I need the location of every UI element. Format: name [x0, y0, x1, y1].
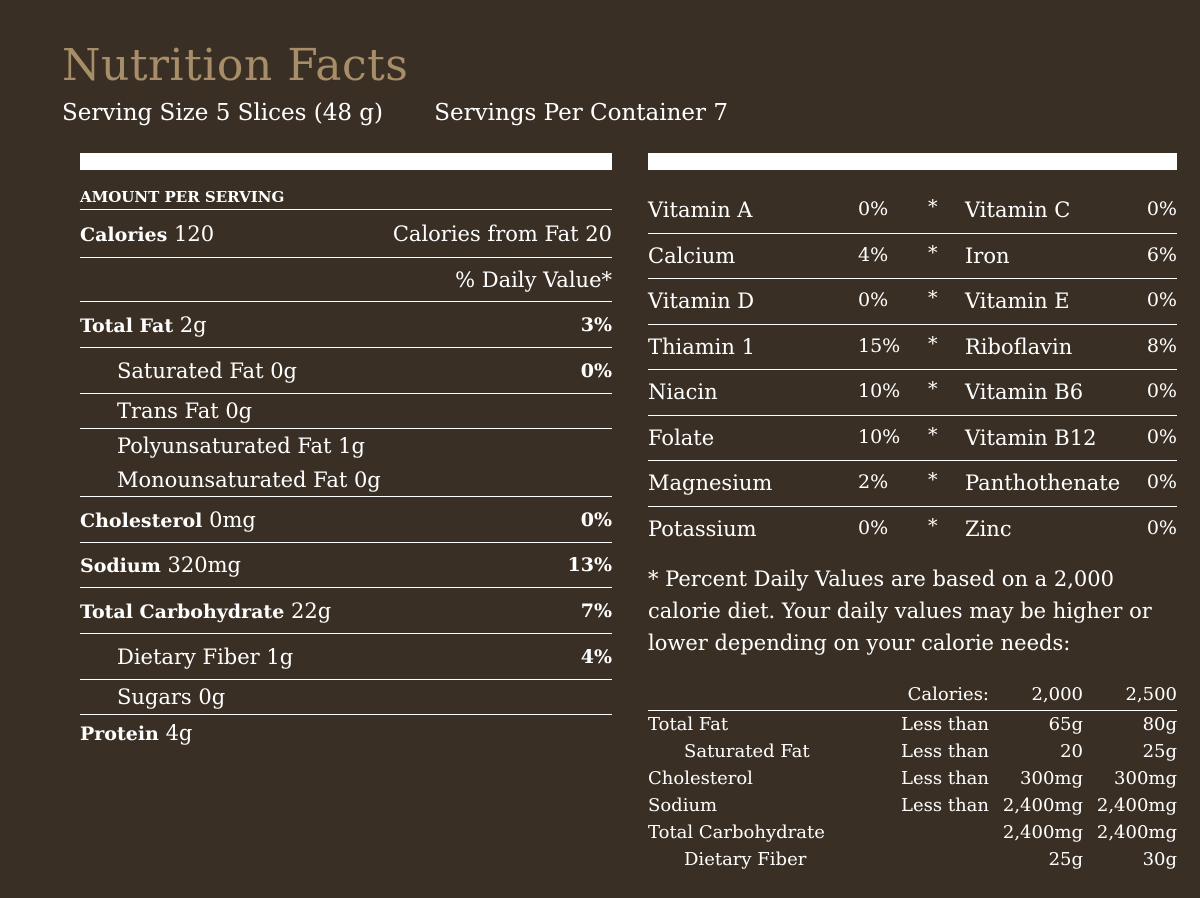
nutrient-row-dietary-fiber: Dietary Fiber 1g 4%	[80, 634, 612, 680]
nutrient-row-sodium: Sodium 320mg 13%	[80, 543, 612, 588]
nutrient-row-total-carbohydrate: Total Carbohydrate 22g 7%	[80, 588, 612, 634]
nutrient-row-trans-fat: Trans Fat 0g	[80, 394, 612, 429]
nutrient-row-protein: Protein 4g	[80, 721, 193, 745]
nutrient-row-cholesterol: Cholesterol 0mg 0%	[80, 497, 612, 543]
calories-row: Calories 120 Calories from Fat 20	[80, 210, 612, 258]
vitamin-row: Thiamin 1 15% * Riboflavin 8%	[648, 325, 1177, 370]
dv-row: Total Fat Less than 65g 80g	[648, 714, 1177, 735]
vitamin-row: Potassium 0% * Zinc 0%	[648, 514, 1177, 541]
serving-size: Serving Size 5 Slices (48 g)	[62, 100, 383, 126]
vitamin-row: Magnesium 2% * Panthothenate 0%	[648, 461, 1177, 507]
vitamin-row: Vitamin D 0% * Vitamin E 0%	[648, 279, 1177, 325]
dv-row: Sodium Less than 2,400mg 2,400mg	[648, 795, 1177, 816]
nutrients-panel: AMOUNT PER SERVING Calories 120 Calories…	[80, 188, 612, 751]
dv-row: Saturated Fat Less than 20 25g	[684, 741, 1177, 762]
nutrient-row-total-fat: Total Fat 2g 3%	[80, 302, 612, 348]
dv-header-row: Calories: 2,000 2,500	[648, 684, 1177, 711]
page-title: Nutrition Facts	[62, 40, 409, 91]
nutrient-row-polyunsaturated-fat: Polyunsaturated Fat 1g	[117, 434, 365, 458]
right-header-bar	[648, 153, 1177, 170]
nutrient-row-monounsaturated-fat: Monounsaturated Fat 0g	[80, 463, 612, 497]
calories-from-fat: Calories from Fat 20	[392, 221, 612, 246]
dv-row: Total Carbohydrate 2,400mg 2,400mg	[648, 822, 1177, 843]
dv-row: Dietary Fiber 25g 30g	[684, 849, 1177, 870]
daily-value-header-row: % Daily Value*	[80, 258, 612, 302]
dv-row: Cholesterol Less than 300mg 300mg	[648, 768, 1177, 789]
daily-values-table: Calories: 2,000 2,500 Total Fat Less than…	[648, 684, 1177, 876]
serving-info: Serving Size 5 Slices (48 g) Servings Pe…	[62, 100, 728, 126]
vitamin-row: Vitamin A 0% * Vitamin C 0%	[648, 188, 1177, 234]
vitamin-row: Niacin 10% * Vitamin B6 0%	[648, 370, 1177, 416]
left-header-bar	[80, 153, 612, 170]
vitamins-panel: Vitamin A 0% * Vitamin C 0% Calcium 4% * Iron 6%…	[648, 188, 1177, 552]
daily-value-header: % Daily Value*	[455, 267, 612, 292]
servings-per-container: Servings Per Container 7	[434, 100, 728, 126]
vitamin-row: Calcium 4% * Iron 6%	[648, 234, 1177, 279]
calories-label: Calories 120	[80, 221, 215, 246]
footnote: * Percent Daily Values are based on a 2,…	[648, 567, 1152, 655]
amount-per-serving: AMOUNT PER SERVING	[80, 188, 612, 210]
nutrient-row-saturated-fat: Saturated Fat 0g 0%	[80, 348, 612, 394]
nutrient-row-sugars: Sugars 0g	[80, 680, 612, 715]
vitamin-row: Folate 10% * Vitamin B12 0%	[648, 416, 1177, 461]
